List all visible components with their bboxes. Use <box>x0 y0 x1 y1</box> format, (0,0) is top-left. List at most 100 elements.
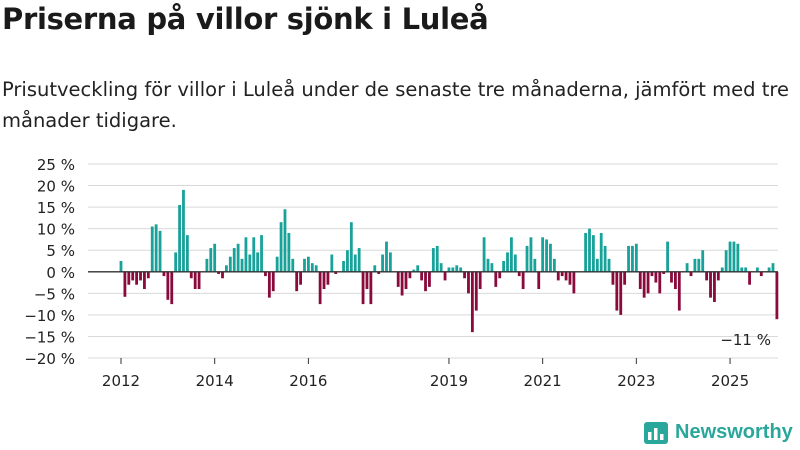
bar <box>478 271 482 290</box>
y-tick-label: 20 % <box>37 178 75 196</box>
bar <box>521 271 525 290</box>
bar <box>314 265 318 272</box>
bar <box>428 271 431 287</box>
x-tick-label: 2014 <box>196 372 234 390</box>
bar <box>248 254 252 272</box>
bar <box>666 241 669 272</box>
bar <box>275 256 279 272</box>
bar <box>759 271 763 277</box>
bar <box>334 271 338 274</box>
bar <box>408 271 412 279</box>
bar <box>549 243 552 272</box>
bar <box>474 271 478 311</box>
bar <box>267 271 271 298</box>
bar <box>396 271 400 287</box>
bar <box>771 263 775 272</box>
x-axis: 2012 2014 2016 2019 2021 2023 2025 <box>102 358 749 390</box>
bar <box>447 267 451 272</box>
bar <box>556 271 560 281</box>
bar <box>673 271 677 290</box>
bar <box>705 271 709 281</box>
bar <box>455 265 459 272</box>
bar <box>361 271 365 305</box>
bar <box>459 267 463 272</box>
bar <box>685 263 689 272</box>
bar <box>139 271 142 281</box>
bar <box>342 261 345 272</box>
bar <box>713 271 716 302</box>
bar <box>693 258 697 272</box>
x-tick-label: 2023 <box>617 372 655 390</box>
bar <box>740 267 744 272</box>
bar <box>642 271 646 298</box>
bar <box>537 271 541 290</box>
bar <box>490 263 494 272</box>
bar <box>564 271 568 281</box>
bar <box>545 239 548 272</box>
bar <box>689 271 693 277</box>
x-tick-label: 2012 <box>102 372 140 390</box>
y-tick-label: −10 % <box>24 307 75 325</box>
bar <box>595 258 599 272</box>
annotations: −11 % <box>720 331 771 349</box>
bar <box>295 271 299 292</box>
bar <box>650 271 654 277</box>
bar <box>279 222 283 272</box>
bar <box>404 271 408 290</box>
bar <box>634 243 638 272</box>
bar <box>435 245 439 272</box>
bar <box>299 271 302 285</box>
bar <box>572 271 576 294</box>
bar <box>369 271 373 305</box>
bar <box>240 258 244 272</box>
bar <box>627 245 630 272</box>
chart-title: Priserna på villor sjönk i Luleå <box>2 2 489 36</box>
bar <box>123 271 127 297</box>
bar <box>353 254 357 272</box>
bar <box>541 237 545 272</box>
bar <box>209 248 213 272</box>
bar <box>166 271 170 300</box>
bar <box>420 271 424 281</box>
bar <box>291 258 295 272</box>
bar <box>287 232 291 272</box>
bar <box>724 250 728 272</box>
y-tick-label: 5 % <box>46 242 75 260</box>
bars <box>119 189 779 333</box>
bar <box>260 235 263 272</box>
bar <box>221 271 224 279</box>
bar <box>697 258 701 272</box>
bar <box>775 271 779 320</box>
y-axis-tick-labels: 25 % 20 % 15 % 10 % 5 % 0 % −5 % −10 % −15 % −20 … <box>24 156 75 368</box>
bar <box>349 222 353 272</box>
bar <box>470 271 474 333</box>
bar <box>197 271 201 290</box>
bar <box>615 271 619 311</box>
y-tick-label: −20 % <box>24 350 75 368</box>
bar <box>467 271 470 294</box>
bar <box>431 248 435 272</box>
bar <box>716 271 720 281</box>
chart-subtitle: Prisutveckling för villor i Luleå under … <box>2 78 789 132</box>
bar <box>174 252 178 272</box>
bar <box>662 271 666 274</box>
bar <box>131 271 135 281</box>
x-tick-label: 2025 <box>711 372 749 390</box>
bar <box>744 267 748 272</box>
bar <box>506 252 509 272</box>
bar <box>135 271 139 285</box>
bar <box>346 250 349 272</box>
bar <box>388 252 392 272</box>
bar <box>599 232 603 272</box>
x-tick-label: 2021 <box>524 372 562 390</box>
bar <box>182 189 185 272</box>
bar <box>252 237 256 272</box>
y-tick-label: −5 % <box>34 285 75 303</box>
bar <box>755 267 759 272</box>
bar <box>365 271 369 290</box>
bar <box>502 261 506 272</box>
bar <box>748 271 751 285</box>
bar <box>193 271 197 290</box>
x-tick-label: 2019 <box>430 372 468 390</box>
